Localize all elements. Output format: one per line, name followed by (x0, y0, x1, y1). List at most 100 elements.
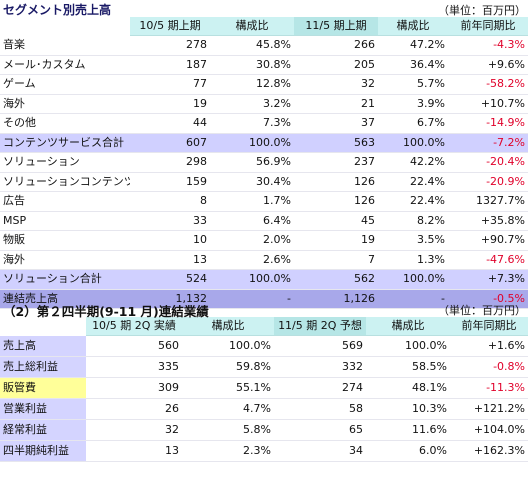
prev-value: 309 (86, 377, 182, 399)
curr-ratio: 100.0% (378, 269, 448, 290)
yoy-change: -7.2% (448, 133, 528, 153)
segment-sales-section: セグメント別売上高 （単位：百万円） 10/5 期上期 構成比 11/5 期上期… (0, 0, 528, 309)
prev-value: 10 (130, 230, 210, 251)
table-row: コンテンツサービス合計 607 100.0% 563 100.0% -7.2% (0, 133, 528, 153)
prev-ratio: - (210, 289, 294, 309)
row-label: 音楽 (0, 35, 130, 56)
prev-ratio: 2.0% (210, 230, 294, 251)
table-header-row: 10/5 期 2Q 実績 構成比 11/5 期 2Q 予想 構成比 前年同期比 (0, 317, 528, 336)
curr-value: 21 (294, 94, 378, 114)
yoy-change: -58.2% (448, 74, 528, 95)
row-label: ゲーム (0, 74, 130, 95)
prev-ratio: 4.7% (182, 398, 274, 420)
header-blank (0, 17, 130, 36)
header-prev-ratio: 構成比 (210, 17, 294, 36)
prev-ratio: 3.2% (210, 94, 294, 114)
table-row: ゲーム 77 12.8% 32 5.7% -58.2% (0, 74, 528, 95)
prev-value: 32 (86, 419, 182, 441)
table-row: 営業利益 26 4.7% 58 10.3% +121.2% (0, 398, 528, 420)
table-row: メール･カスタム 187 30.8% 205 36.4% +9.6% (0, 55, 528, 75)
header-curr-2q: 11/5 期 2Q 予想 (274, 317, 366, 336)
segment-sales-title: セグメント別売上高 (3, 3, 112, 17)
curr-value: 563 (294, 133, 378, 153)
q2-results-title-row: （2）第２四半期(9-11 月)連結業績 （単位：百万円） (0, 300, 528, 319)
curr-value: 205 (294, 55, 378, 75)
prev-value: 560 (86, 335, 182, 357)
curr-ratio: 3.9% (378, 94, 448, 114)
row-label: 物販 (0, 230, 130, 251)
curr-value: 332 (274, 356, 366, 378)
curr-ratio: 11.6% (366, 419, 450, 441)
curr-value: 126 (294, 172, 378, 192)
yoy-change: -14.9% (448, 113, 528, 134)
table-row: 広告 8 1.7% 126 22.4% 1327.7% (0, 191, 528, 212)
row-label: 海外 (0, 250, 130, 270)
prev-ratio: 1.7% (210, 191, 294, 212)
q2-results-section: （2）第２四半期(9-11 月)連結業績 （単位：百万円） 10/5 期 2Q … (0, 300, 528, 462)
yoy-change: 1327.7% (448, 191, 528, 212)
curr-ratio: 8.2% (378, 211, 448, 231)
curr-ratio: - (378, 289, 448, 309)
row-label: 連結売上高 (0, 289, 130, 309)
yoy-change: -0.5% (448, 289, 528, 309)
curr-ratio: 58.5% (366, 356, 450, 378)
prev-value: 335 (86, 356, 182, 378)
yoy-change: +9.6% (448, 55, 528, 75)
table-row: 海外 19 3.2% 21 3.9% +10.7% (0, 94, 528, 114)
prev-value: 187 (130, 55, 210, 75)
prev-value: 33 (130, 211, 210, 231)
table-row: 販管費 309 55.1% 274 48.1% -11.3% (0, 377, 528, 399)
prev-value: 44 (130, 113, 210, 134)
yoy-change: +10.7% (448, 94, 528, 114)
prev-ratio: 12.8% (210, 74, 294, 95)
row-label: 販管費 (0, 377, 86, 399)
yoy-change: +162.3% (450, 440, 528, 462)
curr-value: 7 (294, 250, 378, 270)
curr-ratio: 42.2% (378, 152, 448, 173)
curr-ratio: 1.3% (378, 250, 448, 270)
curr-value: 569 (274, 335, 366, 357)
curr-value: 34 (274, 440, 366, 462)
table-header-row: 10/5 期上期 構成比 11/5 期上期 構成比 前年同期比 (0, 17, 528, 36)
row-label: 経常利益 (0, 419, 86, 441)
prev-ratio: 7.3% (210, 113, 294, 134)
header-yoy: 前年同期比 (448, 17, 528, 36)
curr-value: 65 (274, 419, 366, 441)
yoy-change: +121.2% (450, 398, 528, 420)
row-label: ソリューションコンテンツ (0, 172, 130, 192)
curr-ratio: 6.0% (366, 440, 450, 462)
yoy-change: -11.3% (450, 377, 528, 399)
prev-ratio: 45.8% (210, 35, 294, 56)
yoy-change: +35.8% (448, 211, 528, 231)
curr-ratio: 22.4% (378, 172, 448, 192)
q2-results-table: 10/5 期 2Q 実績 構成比 11/5 期 2Q 予想 構成比 前年同期比 … (0, 317, 528, 462)
curr-ratio: 48.1% (366, 377, 450, 399)
table-row: ソリューション合計 524 100.0% 562 100.0% +7.3% (0, 269, 528, 290)
curr-ratio: 36.4% (378, 55, 448, 75)
table-row: ソリューション 298 56.9% 237 42.2% -20.4% (0, 152, 528, 173)
prev-ratio: 100.0% (210, 269, 294, 290)
prev-ratio: 56.9% (210, 152, 294, 173)
prev-value: 13 (86, 440, 182, 462)
curr-value: 58 (274, 398, 366, 420)
curr-ratio: 10.3% (366, 398, 450, 420)
header-curr-ratio: 構成比 (378, 17, 448, 36)
prev-value: 77 (130, 74, 210, 95)
prev-value: 524 (130, 269, 210, 290)
prev-ratio: 100.0% (210, 133, 294, 153)
table-row: ソリューションコンテンツ 159 30.4% 126 22.4% -20.9% (0, 172, 528, 192)
yoy-change: +1.6% (450, 335, 528, 357)
prev-ratio: 5.8% (182, 419, 274, 441)
yoy-change: +90.7% (448, 230, 528, 251)
header-prev-ratio: 構成比 (182, 317, 274, 336)
segment-sales-title-row: セグメント別売上高 （単位：百万円） (0, 0, 528, 17)
row-label: ソリューション合計 (0, 269, 130, 290)
table-row: 四半期純利益 13 2.3% 34 6.0% +162.3% (0, 440, 528, 462)
header-yoy: 前年同期比 (450, 317, 528, 336)
prev-ratio: 30.8% (210, 55, 294, 75)
prev-value: 607 (130, 133, 210, 153)
prev-value: 298 (130, 152, 210, 173)
prev-ratio: 2.3% (182, 440, 274, 462)
curr-value: 562 (294, 269, 378, 290)
yoy-change: +7.3% (448, 269, 528, 290)
